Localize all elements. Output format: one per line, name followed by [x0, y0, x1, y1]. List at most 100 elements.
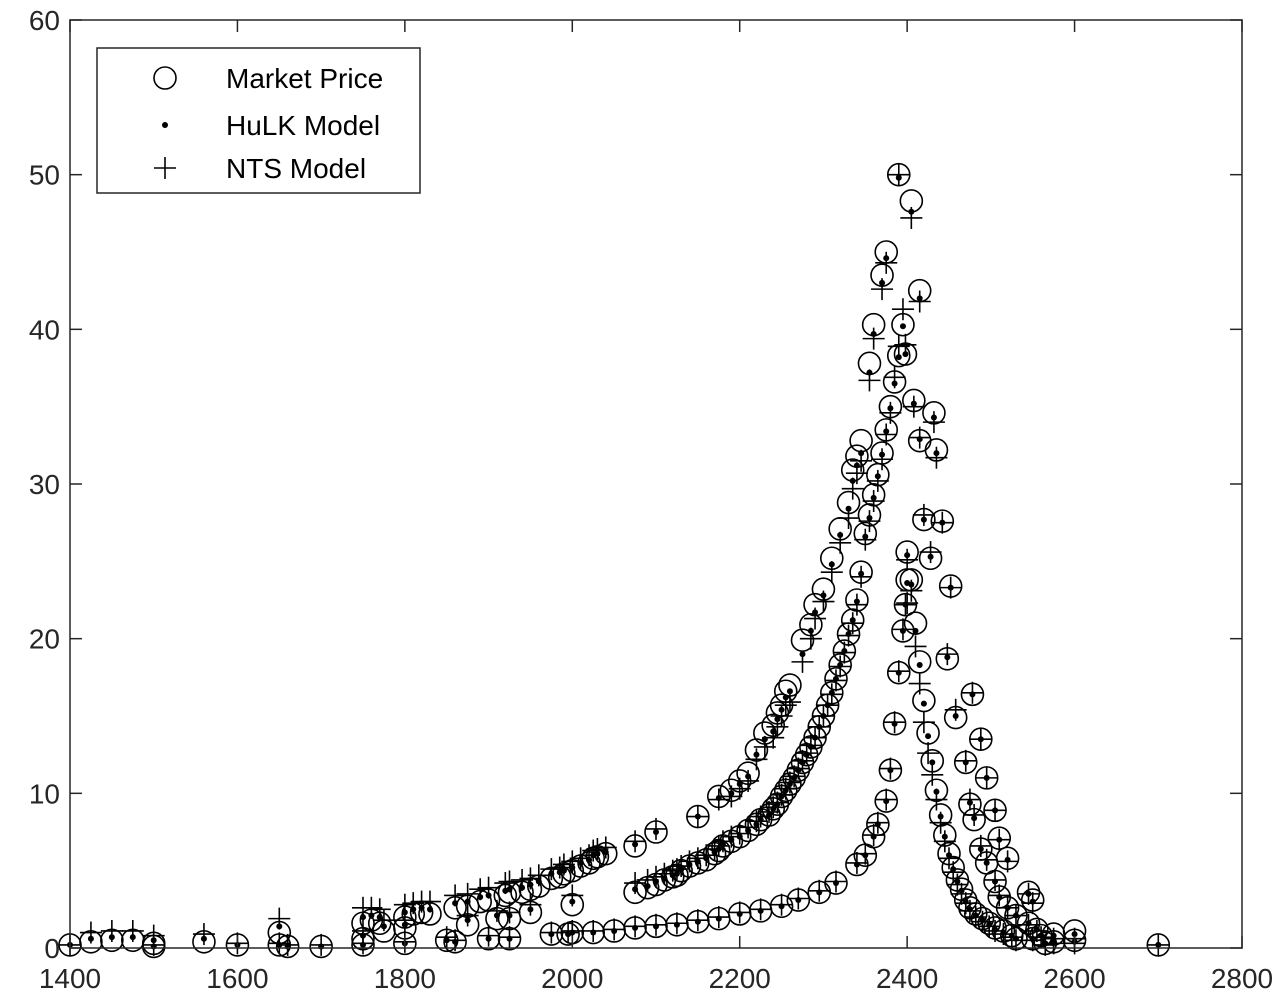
data-point-plus: [975, 848, 998, 871]
data-point-plus: [921, 763, 944, 786]
data-point-plus: [820, 561, 843, 584]
data-point-plus: [678, 850, 701, 873]
data-point-plus: [686, 805, 709, 828]
data-point-plus: [477, 924, 500, 947]
data-point-plus: [770, 893, 793, 916]
data-point-plus: [762, 796, 785, 819]
data-point-plus: [858, 510, 881, 533]
data-point-plus: [841, 612, 864, 635]
data-point-plus: [552, 853, 575, 876]
legend-label: NTS Model: [226, 153, 366, 184]
data-point-plus: [766, 715, 789, 738]
data-point-plus: [142, 933, 165, 956]
data-point-plus: [192, 923, 215, 946]
data-point-plus: [1025, 919, 1048, 942]
data-point-plus: [402, 892, 425, 915]
data-point-plus: [548, 856, 571, 879]
data-point-plus: [902, 395, 925, 418]
data-point-dot: [925, 733, 932, 740]
data-point-plus: [931, 511, 954, 534]
data-point-plus: [569, 847, 592, 870]
data-point-plus: [833, 641, 856, 664]
y-tick-label: 30: [29, 469, 60, 500]
data-point-plus: [477, 876, 500, 899]
data-point-plus: [936, 643, 959, 666]
data-point-plus: [875, 251, 898, 274]
data-point-plus: [925, 446, 948, 469]
data-point-plus: [582, 839, 605, 862]
data-point-plus: [100, 919, 123, 942]
data-point-plus: [1004, 904, 1027, 927]
data-point-plus: [1034, 933, 1057, 956]
data-point-plus: [829, 655, 852, 678]
data-point-plus: [418, 890, 441, 913]
data-point-plus: [787, 887, 810, 910]
data-point-plus: [808, 715, 831, 738]
data-point-plus: [749, 898, 772, 921]
data-point-plus: [762, 726, 785, 749]
data-point-plus: [707, 834, 730, 857]
data-point-plus: [645, 913, 667, 936]
data-point-plus: [1017, 882, 1040, 905]
data-point-plus: [858, 369, 881, 392]
data-point-plus: [984, 799, 1007, 822]
data-point-plus: [737, 769, 760, 792]
data-point-plus: [728, 901, 751, 924]
data-point-plus: [1147, 933, 1170, 956]
data-point-plus: [929, 811, 952, 834]
data-point-plus: [511, 868, 534, 891]
data-point-plus: [561, 884, 584, 907]
data-point-plus: [519, 893, 542, 916]
data-point-dot: [899, 323, 906, 330]
data-point-plus: [435, 926, 458, 949]
legend-marker-circle: [153, 66, 177, 90]
data-point-plus: [894, 593, 917, 616]
data-point-plus: [812, 590, 835, 613]
data-point-plus: [268, 907, 291, 930]
data-point-plus: [540, 858, 563, 881]
data-point-plus: [624, 830, 647, 853]
data-point-plus: [707, 788, 730, 811]
data-point-plus: [485, 899, 508, 922]
data-point-plus: [670, 855, 693, 878]
data-point-plus: [824, 870, 847, 893]
data-point-plus: [954, 749, 977, 772]
data-point-plus: [969, 728, 992, 751]
data-point-plus: [603, 918, 626, 941]
data-point-plus: [686, 847, 709, 870]
data-point-plus: [969, 834, 992, 857]
data-point-plus: [653, 862, 676, 885]
data-point-plus: [816, 694, 839, 717]
data-point-plus: [737, 816, 760, 839]
data-point-plus: [900, 206, 923, 229]
data-point-plus: [978, 915, 1001, 938]
data-point-plus: [854, 528, 877, 551]
data-point-plus: [900, 579, 923, 602]
data-point-plus: [845, 593, 868, 616]
data-point-plus: [745, 748, 768, 771]
data-point-plus: [883, 711, 906, 734]
y-tick-label: 60: [29, 5, 60, 36]
data-point-plus: [922, 411, 945, 434]
data-point-plus: [879, 401, 902, 424]
data-point-circle: [903, 611, 928, 636]
data-point-plus: [912, 711, 935, 734]
data-point-plus: [661, 859, 684, 882]
data-point-plus: [368, 898, 391, 921]
x-tick-label: 2400: [876, 963, 938, 994]
data-point-plus: [891, 298, 914, 321]
data-point-plus: [883, 366, 906, 389]
data-point-plus: [268, 932, 291, 955]
data-point-plus: [791, 650, 814, 673]
data-point-plus: [804, 607, 827, 630]
data-point-plus: [582, 919, 605, 942]
data-point-plus: [841, 477, 864, 500]
data-point-plus: [908, 290, 931, 313]
data-point-plus: [845, 851, 868, 874]
data-point-plus: [942, 861, 965, 884]
data-point-plus: [494, 872, 517, 895]
data-point-plus: [866, 469, 889, 492]
data-point-plus: [456, 904, 479, 927]
data-marks: [58, 162, 1171, 959]
data-point-plus: [778, 771, 801, 794]
